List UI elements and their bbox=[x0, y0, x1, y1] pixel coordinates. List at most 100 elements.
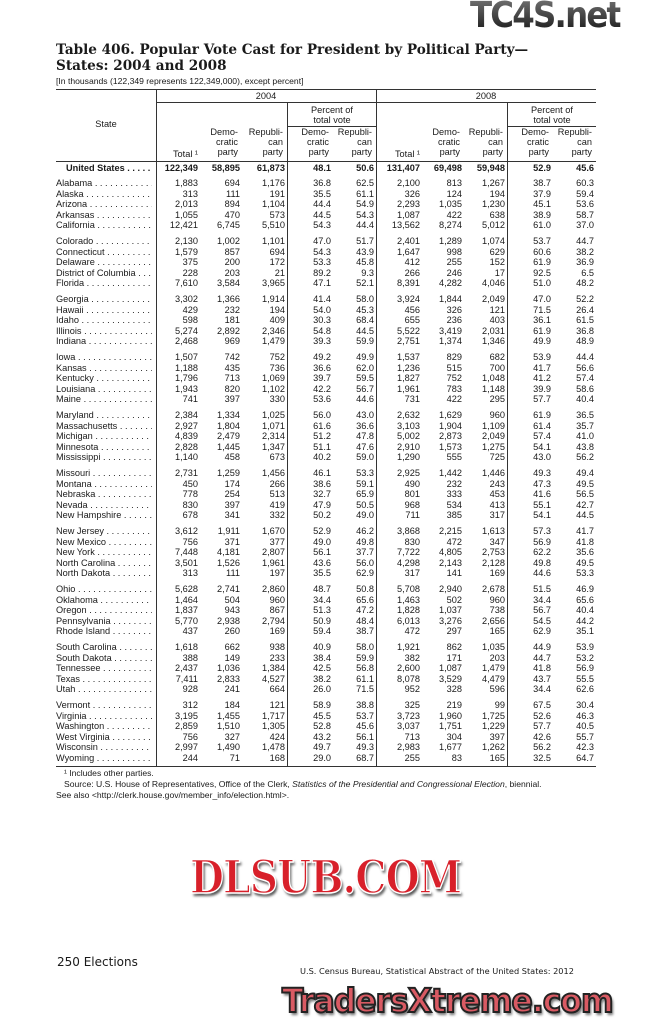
cell-2008-total: 2,910 bbox=[397, 441, 420, 452]
cell-2008-total: 412 bbox=[404, 257, 420, 267]
cell-2004-democratic: 174 bbox=[224, 478, 240, 489]
cell-2008-total: 5,002 bbox=[397, 431, 420, 441]
cell-2008-total: 325 bbox=[404, 700, 420, 710]
cell-2008-republican: 738 bbox=[489, 605, 505, 615]
cell-2008-republican-pct: 60.3 bbox=[576, 178, 594, 188]
cell-2008-democratic: 555 bbox=[446, 452, 462, 462]
cell-2004-democratic-pct: 51.1 bbox=[313, 441, 331, 452]
cell-2004-democratic-pct: 54.0 bbox=[313, 304, 331, 315]
cell-2008-republican: 121 bbox=[489, 304, 505, 315]
cell-2004-democratic-pct: 52.8 bbox=[313, 721, 331, 731]
cell-2008-democratic: 1,629 bbox=[439, 410, 462, 420]
cell-2008-democratic: 515 bbox=[446, 362, 462, 373]
state-name: Florida bbox=[56, 278, 152, 289]
cell-2004-democratic-pct: 35.5 bbox=[313, 188, 331, 199]
cell-2008-republican: 4,479 bbox=[482, 673, 505, 684]
cell-2008-republican: 1,048 bbox=[482, 373, 505, 383]
cell-2008-total: 731 bbox=[404, 394, 420, 404]
cell-2008-total: 2,293 bbox=[397, 199, 420, 209]
cell-2008-democratic-pct: 60.6 bbox=[533, 246, 551, 257]
cell-2004-democratic-pct: 32.7 bbox=[313, 489, 331, 499]
header-2004-republican: Republi- can party bbox=[248, 127, 283, 157]
cell-2008-republican-pct: 35.6 bbox=[576, 547, 594, 557]
cell-2004-democratic: 943 bbox=[224, 605, 240, 615]
cell-2008-democratic-pct: 62.2 bbox=[533, 547, 551, 557]
cell-2008-democratic: 1,087 bbox=[439, 663, 462, 673]
state-name: Connecticut bbox=[56, 247, 152, 258]
cell-2008-total: 2,401 bbox=[397, 236, 420, 246]
table-row: Oklahoma 1,464 504 960 34.4 65.6 1,463 502 960 34… bbox=[56, 595, 596, 606]
see-also-link[interactable]: See also <http://clerk.house.gov/member_… bbox=[56, 790, 290, 800]
state-name: Arizona bbox=[56, 199, 152, 210]
state-name: Colorado bbox=[56, 236, 152, 247]
cell-2008-republican: 17 bbox=[494, 267, 505, 278]
cell-2004-republican: 960 bbox=[269, 594, 285, 605]
cell-2008-total: 13,562 bbox=[391, 220, 420, 230]
cell-2008-democratic: 422 bbox=[446, 394, 462, 404]
table-row: Wisconsin 2,997 1,490 1,478 49.7 49.3 2,983 1,6… bbox=[56, 742, 596, 753]
cell-2004-republican: 1,102 bbox=[262, 383, 285, 394]
cell-2008-democratic: 1,960 bbox=[439, 710, 462, 721]
cell-2004-democratic: 232 bbox=[224, 304, 240, 315]
cell-2008-total: 1,828 bbox=[397, 605, 420, 615]
cell-2004-total: 2,731 bbox=[175, 468, 198, 478]
cell-2008-democratic: 422 bbox=[446, 209, 462, 220]
cell-2004-total: 678 bbox=[182, 510, 198, 520]
page-credit: U.S. Census Bureau, Statistical Abstract… bbox=[300, 966, 574, 976]
cell-2008-republican-pct: 49.5 bbox=[576, 478, 594, 489]
cell-2004-republican: 172 bbox=[269, 257, 285, 267]
cell-2004-total: 437 bbox=[182, 626, 198, 636]
source-prefix: Source: U.S. House of Representatives, O… bbox=[64, 779, 293, 789]
cell-2008-total: 2,925 bbox=[397, 468, 420, 478]
cell-2008-democratic-pct: 34.4 bbox=[533, 684, 551, 694]
cell-2008-democratic: 2,940 bbox=[439, 584, 462, 594]
cell-2008-democratic-pct: 56.2 bbox=[533, 742, 551, 752]
cell-2008-republican: 453 bbox=[489, 489, 505, 499]
source-title: Statistics of the Presidential and Congr… bbox=[292, 779, 505, 789]
cell-2008-democratic: 2,143 bbox=[439, 557, 462, 568]
cell-2004-republican-pct: 43.9 bbox=[356, 246, 374, 257]
cell-2008-republican: 1,613 bbox=[482, 526, 505, 536]
cell-2004-republican-pct: 62.9 bbox=[356, 568, 374, 578]
cell-2004-democratic: 6,745 bbox=[217, 220, 240, 230]
cell-2004-democratic-pct: 48.7 bbox=[313, 584, 331, 594]
cell-2004-total: 1,579 bbox=[175, 246, 198, 257]
cell-2008-democratic-pct: 36.1 bbox=[533, 315, 551, 325]
cell-2008-republican-pct: 30.4 bbox=[576, 700, 594, 710]
table-row: Missouri 2,731 1,259 1,456 46.1 53.3 2,925 1,44… bbox=[56, 468, 596, 479]
cell-2004-republican: 1,069 bbox=[262, 373, 285, 383]
cell-2004-republican: 1,025 bbox=[262, 410, 285, 420]
cell-2008-democratic-pct: 51.0 bbox=[533, 278, 551, 288]
cell-2004-democratic-pct: 39.3 bbox=[313, 336, 331, 346]
cell-2004-democratic: 371 bbox=[224, 536, 240, 547]
cell-2008-republican: 1,262 bbox=[482, 742, 505, 752]
cell-2004-republican-pct: 68.4 bbox=[356, 315, 374, 325]
cell-2004-total: 450 bbox=[182, 478, 198, 489]
cell-2004-democratic: 1,445 bbox=[217, 441, 240, 452]
cell-2004-republican: 513 bbox=[269, 489, 285, 499]
cell-2004-total: 3,195 bbox=[175, 710, 198, 721]
cell-2004-total: 4,839 bbox=[175, 431, 198, 441]
cell-2008-democratic: 304 bbox=[446, 731, 462, 742]
cell-2008-republican-pct: 56.2 bbox=[576, 452, 594, 462]
cell-2008-republican: 2,049 bbox=[482, 294, 505, 304]
cell-2004-total: 2,997 bbox=[175, 742, 198, 752]
cell-2004-total: 598 bbox=[182, 315, 198, 325]
table-bottom-rule bbox=[56, 765, 596, 767]
state-name: Oklahoma bbox=[56, 595, 152, 606]
cell-2008-republican: 596 bbox=[489, 684, 505, 694]
cell-2004-republican: 191 bbox=[269, 188, 285, 199]
cell-2004-republican-pct: 45.3 bbox=[356, 304, 374, 315]
cell-2004-democratic-pct: 59.4 bbox=[313, 626, 331, 636]
table-row: Virginia 3,195 1,455 1,717 45.5 53.7 3,723 1,96… bbox=[56, 711, 596, 722]
page-number-section: 250 Elections bbox=[57, 955, 138, 969]
cell-2008-democratic: 862 bbox=[446, 642, 462, 652]
cell-2008-total: 968 bbox=[404, 499, 420, 510]
cell-2004-democratic: 1,526 bbox=[217, 557, 240, 568]
cell-2008-democratic: 813 bbox=[446, 178, 462, 188]
cell-2008-democratic: 1,374 bbox=[439, 336, 462, 346]
cell-2004-republican-pct: 51.7 bbox=[356, 236, 374, 246]
cell-2008-republican-pct: 52.2 bbox=[576, 294, 594, 304]
cell-2008-total: 5,708 bbox=[397, 584, 420, 594]
table-row: Vermont 312 184 121 58.9 38.8 325 219 99 67.5 30.4 bbox=[56, 700, 596, 711]
